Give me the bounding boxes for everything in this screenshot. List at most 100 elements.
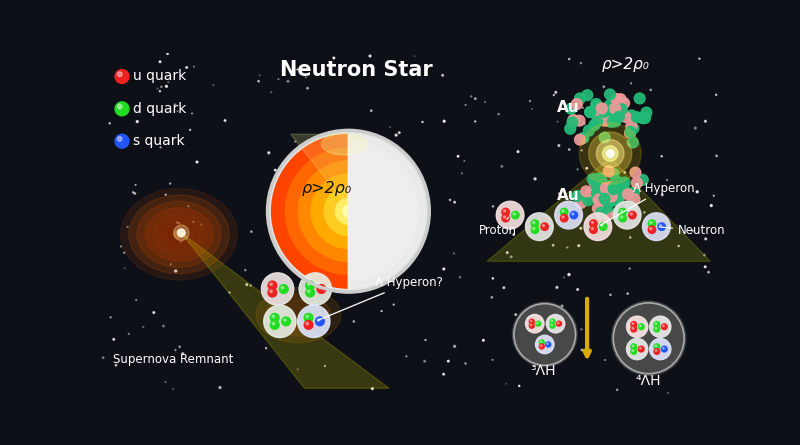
Circle shape xyxy=(118,104,122,109)
Circle shape xyxy=(591,101,602,112)
Circle shape xyxy=(621,112,631,122)
Circle shape xyxy=(513,213,515,215)
Circle shape xyxy=(626,200,637,210)
Circle shape xyxy=(572,121,573,123)
Circle shape xyxy=(638,324,644,330)
Circle shape xyxy=(620,186,631,197)
Circle shape xyxy=(526,315,544,333)
Circle shape xyxy=(626,121,637,132)
Circle shape xyxy=(272,322,274,325)
Circle shape xyxy=(555,91,557,93)
Circle shape xyxy=(561,305,563,307)
Circle shape xyxy=(610,294,611,295)
Circle shape xyxy=(492,206,494,207)
Circle shape xyxy=(568,115,578,125)
Circle shape xyxy=(297,222,298,224)
Circle shape xyxy=(115,102,129,116)
Circle shape xyxy=(579,123,641,184)
Circle shape xyxy=(606,195,617,206)
Circle shape xyxy=(165,381,166,382)
Circle shape xyxy=(662,348,664,349)
Circle shape xyxy=(189,242,190,243)
Circle shape xyxy=(592,116,602,127)
Circle shape xyxy=(606,105,618,115)
Circle shape xyxy=(115,134,129,148)
Circle shape xyxy=(571,99,582,109)
Circle shape xyxy=(593,203,603,214)
Circle shape xyxy=(102,357,104,359)
Circle shape xyxy=(618,98,630,109)
Circle shape xyxy=(642,213,670,240)
Circle shape xyxy=(447,360,449,362)
Circle shape xyxy=(327,210,328,212)
Circle shape xyxy=(443,268,445,270)
Circle shape xyxy=(628,123,638,134)
Circle shape xyxy=(250,231,252,232)
Circle shape xyxy=(582,107,583,108)
Circle shape xyxy=(631,112,642,122)
Circle shape xyxy=(609,182,620,193)
Circle shape xyxy=(631,344,637,350)
Circle shape xyxy=(118,137,122,141)
Circle shape xyxy=(631,348,637,354)
Text: ⁴ΛH: ⁴ΛH xyxy=(636,374,662,388)
Circle shape xyxy=(581,150,582,151)
Circle shape xyxy=(587,174,598,185)
Circle shape xyxy=(611,181,622,192)
Circle shape xyxy=(705,121,706,122)
Circle shape xyxy=(196,161,198,163)
Circle shape xyxy=(178,229,185,237)
Circle shape xyxy=(159,61,161,63)
Circle shape xyxy=(118,72,122,77)
Circle shape xyxy=(282,169,283,170)
Circle shape xyxy=(574,115,585,126)
Circle shape xyxy=(599,180,610,190)
Circle shape xyxy=(658,223,666,231)
Circle shape xyxy=(513,234,514,235)
Circle shape xyxy=(569,115,580,126)
Circle shape xyxy=(304,313,313,322)
Circle shape xyxy=(569,149,570,150)
Circle shape xyxy=(534,178,536,180)
Circle shape xyxy=(271,134,426,288)
Circle shape xyxy=(618,181,629,191)
Circle shape xyxy=(553,245,554,246)
Circle shape xyxy=(654,326,660,332)
Circle shape xyxy=(191,113,193,114)
Circle shape xyxy=(594,173,605,184)
Circle shape xyxy=(590,187,600,198)
Circle shape xyxy=(575,198,586,208)
Circle shape xyxy=(603,166,614,177)
Circle shape xyxy=(168,82,169,83)
Circle shape xyxy=(459,276,461,278)
Polygon shape xyxy=(290,134,364,200)
Circle shape xyxy=(626,342,627,344)
Circle shape xyxy=(655,323,657,324)
Circle shape xyxy=(134,193,136,194)
Text: u quark: u quark xyxy=(133,69,186,84)
Circle shape xyxy=(332,249,334,251)
Circle shape xyxy=(319,287,322,289)
Circle shape xyxy=(557,321,562,326)
Circle shape xyxy=(561,208,568,216)
Circle shape xyxy=(565,210,566,211)
Circle shape xyxy=(306,288,314,297)
Circle shape xyxy=(591,227,594,230)
Circle shape xyxy=(622,189,634,200)
Circle shape xyxy=(662,325,664,327)
Circle shape xyxy=(270,290,272,292)
Circle shape xyxy=(510,256,512,258)
Circle shape xyxy=(599,115,610,126)
Circle shape xyxy=(590,177,600,188)
Circle shape xyxy=(599,223,607,231)
Circle shape xyxy=(186,67,187,69)
Circle shape xyxy=(705,238,706,240)
Circle shape xyxy=(662,346,667,352)
Circle shape xyxy=(612,195,622,206)
Polygon shape xyxy=(349,130,430,292)
Circle shape xyxy=(540,345,542,347)
Ellipse shape xyxy=(153,214,205,255)
Circle shape xyxy=(566,247,568,248)
Circle shape xyxy=(602,146,618,161)
Circle shape xyxy=(229,292,230,293)
